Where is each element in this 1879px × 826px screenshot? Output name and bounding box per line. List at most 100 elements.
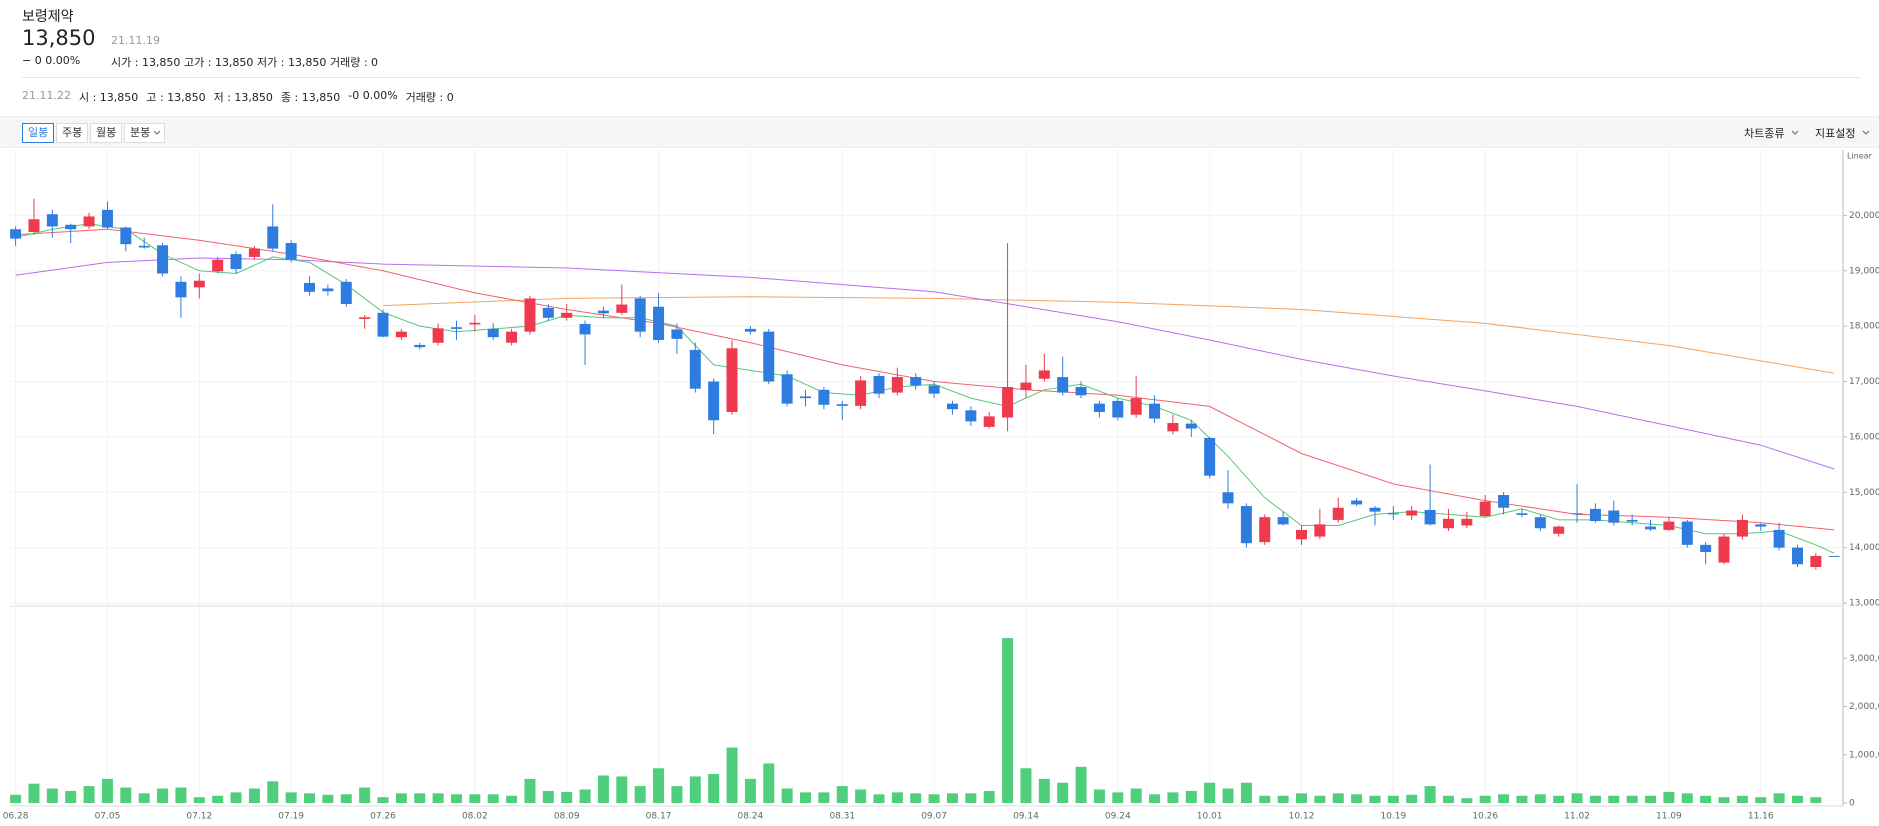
candle-body bbox=[322, 288, 334, 292]
volume-bar bbox=[1277, 795, 1289, 803]
candle-body bbox=[46, 214, 58, 227]
volume-bar bbox=[873, 794, 885, 803]
volume-bar bbox=[450, 794, 462, 803]
x-tick-label: 10.19 bbox=[1380, 812, 1406, 822]
candle-body bbox=[616, 304, 628, 313]
candle-body bbox=[450, 327, 462, 329]
candle-body bbox=[212, 259, 224, 272]
period-tab[interactable]: 월봉 bbox=[90, 123, 123, 143]
period-tab[interactable]: 일봉 bbox=[22, 123, 55, 143]
volume-bar bbox=[175, 787, 187, 803]
volume-bar bbox=[561, 791, 573, 803]
x-tick-label: 09.07 bbox=[921, 812, 947, 822]
volume-bar bbox=[1130, 788, 1142, 803]
candle-body bbox=[1681, 521, 1693, 545]
stat: 고가 : 13,850 bbox=[184, 56, 254, 69]
candle-body bbox=[28, 219, 40, 232]
volume-bar bbox=[781, 788, 793, 803]
volume-bar bbox=[744, 778, 756, 803]
y-tick-label: 17,000 bbox=[1849, 377, 1879, 387]
volume-bar bbox=[726, 747, 738, 803]
candle-body bbox=[910, 377, 922, 386]
candle-body bbox=[1589, 508, 1601, 522]
candle-body bbox=[965, 410, 977, 422]
volume-bar bbox=[10, 794, 22, 803]
volume-bar bbox=[1149, 794, 1161, 803]
candle-body bbox=[781, 374, 793, 404]
separator bbox=[22, 77, 1860, 78]
candle-body bbox=[10, 229, 22, 239]
volume-bar bbox=[46, 788, 58, 803]
volume-bar bbox=[1112, 792, 1124, 803]
candle-body bbox=[1553, 526, 1565, 534]
volume-bar bbox=[855, 789, 867, 803]
volume-bar bbox=[1461, 798, 1473, 803]
volume-bar bbox=[800, 792, 812, 803]
volume-bar bbox=[1479, 795, 1491, 803]
candle-body bbox=[1020, 382, 1032, 390]
x-tick-label: 08.17 bbox=[646, 812, 672, 822]
candle-body bbox=[1204, 437, 1216, 476]
candle-body bbox=[1038, 370, 1050, 379]
candle-body bbox=[1332, 507, 1344, 520]
y-tick-label: 16,000 bbox=[1849, 432, 1879, 442]
candle-body bbox=[1277, 517, 1289, 525]
x-tick-label: 07.12 bbox=[186, 812, 212, 822]
scale-label: Linear bbox=[1847, 152, 1873, 161]
candle-body bbox=[1608, 510, 1620, 523]
candle-body bbox=[1626, 519, 1638, 522]
candle-body bbox=[1424, 509, 1436, 525]
candle-body bbox=[1185, 423, 1197, 429]
volume-bar bbox=[1681, 793, 1693, 803]
y-tick-label: 1,000,000 bbox=[1849, 750, 1879, 760]
volume-bar bbox=[1516, 795, 1528, 803]
info-date: 21.11.22 bbox=[22, 89, 71, 102]
chart-type-menu[interactable]: 차트종류 bbox=[1744, 127, 1785, 140]
volume-bar bbox=[597, 775, 609, 803]
candle-body bbox=[1222, 492, 1234, 504]
volume-bar bbox=[1222, 788, 1234, 803]
y-tick-label: 14,000 bbox=[1849, 543, 1879, 553]
volume-bar bbox=[1442, 795, 1454, 803]
candle-body bbox=[1093, 403, 1105, 412]
x-tick-label: 08.09 bbox=[554, 812, 580, 822]
candle-body bbox=[138, 245, 150, 248]
period-tab[interactable]: 분봉 bbox=[124, 123, 166, 143]
candle-body bbox=[340, 281, 352, 304]
volume-bar bbox=[1589, 795, 1601, 803]
volume-bar bbox=[101, 778, 113, 803]
candle-body bbox=[744, 328, 756, 332]
y-tick-label: 20,000 bbox=[1849, 211, 1879, 221]
candle-body bbox=[1516, 513, 1528, 515]
volume-bar bbox=[671, 786, 683, 803]
volume-bar bbox=[1700, 795, 1712, 803]
candle-body bbox=[1479, 501, 1491, 517]
volume-bar bbox=[1167, 792, 1179, 803]
candle-body bbox=[579, 323, 591, 335]
y-tick-label: 18,000 bbox=[1849, 322, 1879, 332]
indicator-menu[interactable]: 지표설정 bbox=[1815, 127, 1856, 140]
candle-body bbox=[506, 331, 518, 343]
candle-body bbox=[873, 375, 885, 394]
chevron bbox=[1862, 130, 1870, 135]
volume-bar bbox=[1608, 795, 1620, 803]
moving-average bbox=[15, 223, 1835, 554]
candle-body bbox=[689, 349, 701, 389]
candle-body bbox=[818, 389, 830, 405]
x-tick-label: 11.09 bbox=[1656, 812, 1682, 822]
candle-body bbox=[928, 385, 940, 394]
candle-body bbox=[1736, 519, 1748, 537]
volume-bar bbox=[1791, 795, 1803, 803]
volume-bar bbox=[322, 794, 334, 803]
x-tick-label: 07.26 bbox=[370, 812, 396, 822]
candle-body bbox=[1149, 403, 1161, 419]
candle-body bbox=[1810, 555, 1822, 568]
candle-body bbox=[983, 416, 995, 427]
y-tick-label: 2,000,000 bbox=[1849, 702, 1879, 712]
candle-body bbox=[157, 245, 169, 274]
period-tab[interactable]: 주봉 bbox=[56, 123, 89, 143]
volume-bar bbox=[506, 795, 518, 803]
volume-bar bbox=[377, 797, 389, 803]
volume-bar bbox=[432, 793, 444, 803]
candle-body bbox=[561, 312, 573, 318]
